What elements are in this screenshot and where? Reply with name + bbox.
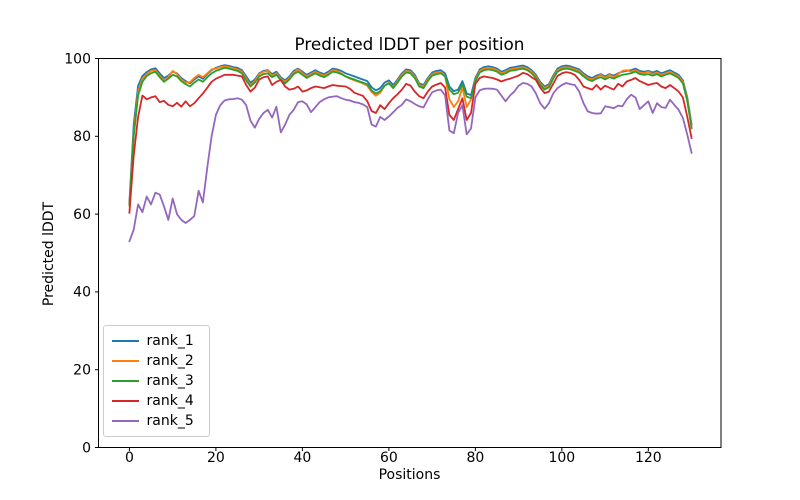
legend-item-label: rank_2: [146, 352, 194, 369]
y-tick-label: 20: [73, 363, 91, 379]
x-tick-label: 0: [125, 450, 134, 466]
x-tick-label: 80: [466, 450, 484, 466]
legend-line-swatch: [111, 420, 139, 423]
x-tick-label: 40: [293, 450, 311, 466]
series-line-rank_4: [128, 71, 693, 214]
x-tick-label: 120: [635, 450, 662, 466]
legend-line-swatch: [111, 379, 139, 383]
series-line-rank_5: [128, 82, 693, 243]
x-axis-label: Positions: [378, 467, 441, 483]
legend-line-swatch: [111, 400, 139, 403]
x-tick-label: 60: [380, 450, 398, 466]
y-tick-label: 0: [82, 440, 91, 456]
y-tick-label: 40: [73, 285, 91, 301]
series-line-rank_1: [128, 64, 693, 204]
legend-item-rank_2: rank_2: [111, 351, 201, 371]
series-line-rank_2: [128, 65, 693, 208]
y-tick-label: 80: [73, 129, 91, 145]
legend-item-label: rank_1: [146, 332, 194, 349]
legend-item-label: rank_4: [146, 393, 194, 410]
x-tick-label: 20: [207, 450, 225, 466]
y-axis-label: Predicted lDDT: [41, 201, 57, 307]
legend-item-label: rank_5: [146, 413, 194, 430]
chart-title: Predicted lDDT per position: [294, 34, 525, 54]
x-tick-label: 100: [548, 450, 575, 466]
y-axis: 0 20 40 60 80 100: [64, 51, 99, 456]
legend-item-rank_5: rank_5: [111, 411, 201, 431]
y-tick-label: 60: [73, 207, 91, 223]
legend-item-rank_4: rank_4: [111, 391, 201, 411]
legend-line-swatch: [111, 359, 139, 362]
axes-frame: [98, 58, 722, 448]
legend-item-label: rank_3: [146, 372, 194, 389]
legend-item-rank_1: rank_1: [111, 331, 201, 351]
legend-item-rank_3: rank_3: [111, 371, 201, 391]
legend: rank_1 rank_2 rank_3 rank_4 rank_5: [102, 324, 210, 438]
legend-line-swatch: [111, 339, 139, 342]
y-tick-label: 100: [64, 51, 91, 67]
series-line-rank_3: [128, 66, 693, 206]
x-axis: 0 20 40 60 80 100 120: [125, 447, 662, 466]
